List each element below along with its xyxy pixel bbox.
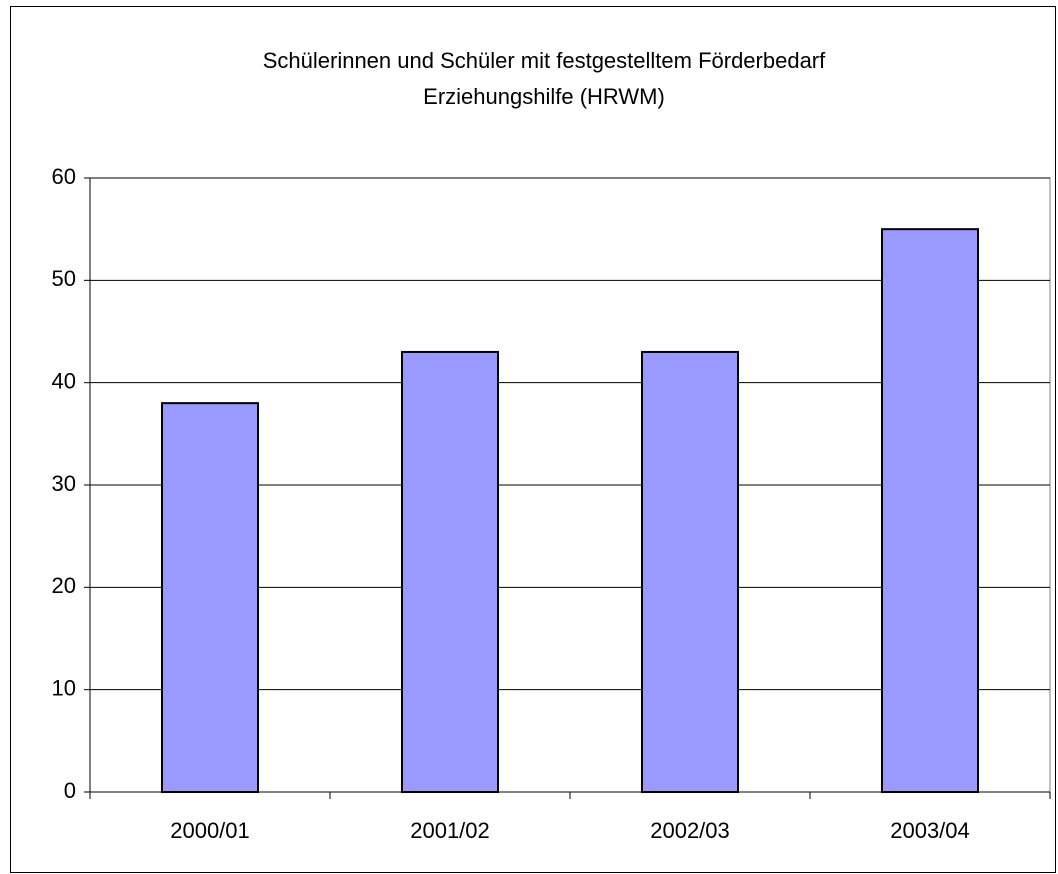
chart-title: Erziehungshilfe (HRWM) [423,84,665,109]
bar [881,228,979,793]
chart-title: Schülerinnen und Schüler mit festgestell… [263,48,826,73]
x-tick-label: 2001/02 [410,818,490,843]
y-tick-label: 30 [52,471,76,496]
bar [161,402,259,793]
y-tick-label: 40 [52,368,76,393]
y-tick-label: 60 [52,164,76,189]
bar [401,350,499,793]
y-tick-label: 10 [52,675,76,700]
y-tick-label: 50 [52,266,76,291]
x-tick-label: 2000/01 [170,818,250,843]
y-tick-label: 0 [64,778,76,803]
x-tick-label: 2002/03 [650,818,730,843]
x-tick-label: 2003/04 [890,818,970,843]
y-tick-label: 20 [52,573,76,598]
bar [641,350,739,793]
